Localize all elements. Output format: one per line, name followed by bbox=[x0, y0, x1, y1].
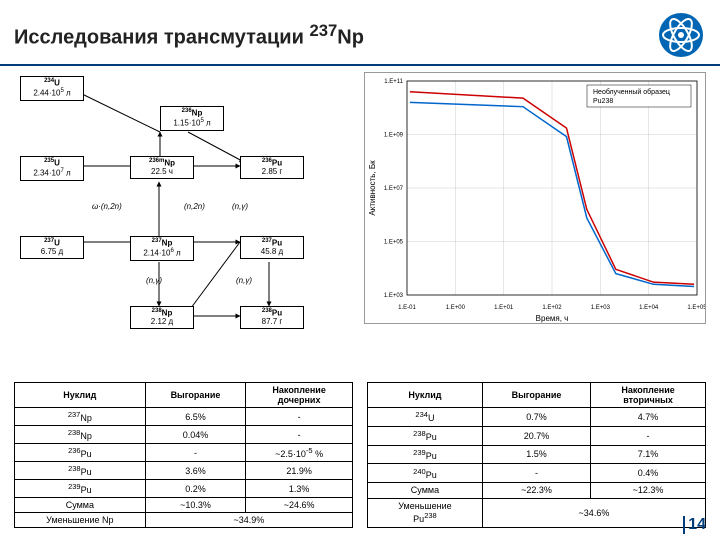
nuclide-pu238: 238Pu87.7 г bbox=[240, 306, 304, 329]
svg-text:1.E+05: 1.E+05 bbox=[384, 240, 404, 246]
svg-text:1.E+05: 1.E+05 bbox=[687, 305, 705, 311]
table-row: 237Np6.5%- bbox=[15, 408, 353, 426]
nuclide-u234: 234U2.44·105 л bbox=[20, 76, 84, 101]
edge-label: (n,γ) bbox=[236, 276, 252, 285]
svg-text:Время, ч: Время, ч bbox=[536, 314, 569, 323]
table-cell: 20.7% bbox=[482, 426, 590, 445]
col-header: Выгорание bbox=[145, 383, 246, 408]
table-row: 234U0.7%4.7% bbox=[368, 408, 706, 427]
table-cell: ~12.3% bbox=[591, 483, 706, 499]
table-cell: - bbox=[482, 464, 590, 483]
svg-text:1.E+00: 1.E+00 bbox=[446, 305, 466, 311]
transmutation-diagram: 234U2.44·105 л 236Np1.15·105 л 235U2.34·10… bbox=[14, 72, 334, 372]
table-cell: 239Pu bbox=[15, 480, 146, 498]
svg-text:Pu238: Pu238 bbox=[593, 98, 613, 105]
table-cell: - bbox=[246, 426, 353, 444]
table-cell: УменьшениеPu238 bbox=[368, 498, 483, 527]
table-cell: 239Pu bbox=[368, 445, 483, 464]
table-row: 239Pu1.5%7.1% bbox=[368, 445, 706, 464]
table-cell: 234U bbox=[368, 408, 483, 427]
table-row: Сумма~22.3%~12.3% bbox=[368, 483, 706, 499]
col-header: Выгорание bbox=[482, 383, 590, 408]
svg-text:Активность, Бк: Активность, Бк bbox=[368, 160, 377, 216]
table-cell: ~2.5·10-5 % bbox=[246, 444, 353, 462]
table-left: НуклидВыгораниеНакоплениедочерних237Np6.… bbox=[14, 382, 353, 528]
table-cell: 0.7% bbox=[482, 408, 590, 427]
table-right: НуклидВыгораниеНакоплениевторичных234U0.… bbox=[367, 382, 706, 528]
nuclide-u237: 237U6.75 д bbox=[20, 236, 84, 259]
svg-text:1.E+03: 1.E+03 bbox=[384, 293, 404, 299]
table-cell: Сумма bbox=[15, 498, 146, 513]
svg-text:1.E-01: 1.E-01 bbox=[398, 305, 416, 311]
nuclide-np237: 237Np2.14·106 л bbox=[130, 236, 194, 261]
table-cell: 0.2% bbox=[145, 480, 246, 498]
edge-label: (n,γ) bbox=[232, 202, 248, 211]
col-header: Нуклид bbox=[15, 383, 146, 408]
svg-text:1.E+03: 1.E+03 bbox=[591, 305, 611, 311]
table-cell: 240Pu bbox=[368, 464, 483, 483]
table-cell: 1.5% bbox=[482, 445, 590, 464]
table-cell: 1.3% bbox=[246, 480, 353, 498]
rosatom-logo bbox=[656, 10, 706, 60]
col-header: Накоплениевторичных bbox=[591, 383, 706, 408]
table-cell: ~24.6% bbox=[246, 498, 353, 513]
svg-text:1.E+09: 1.E+09 bbox=[384, 133, 404, 139]
svg-text:1.E+11: 1.E+11 bbox=[384, 79, 403, 85]
table-cell: 4.7% bbox=[591, 408, 706, 427]
edge-label: (n,2n) bbox=[184, 202, 205, 211]
table-cell: 0.4% bbox=[591, 464, 706, 483]
table-cell: 238Np bbox=[15, 426, 146, 444]
svg-text:1.E+02: 1.E+02 bbox=[542, 305, 562, 311]
table-row: 240Pu-0.4% bbox=[368, 464, 706, 483]
activity-chart: 1.E-01 1.E+00 1.E+01 1.E+02 1.E+03 1.E+04 1.E+… bbox=[364, 72, 706, 324]
table-row: Сумма~10.3%~24.6% bbox=[15, 498, 353, 513]
table-cell: Сумма bbox=[368, 483, 483, 499]
table-row: УменьшениеPu238~34.6% bbox=[368, 498, 706, 527]
table-cell: 0.04% bbox=[145, 426, 246, 444]
col-header: Накоплениедочерних bbox=[246, 383, 353, 408]
header: Исследования трансмутации 237Np bbox=[0, 0, 720, 66]
svg-text:Необлученный образец: Необлученный образец bbox=[593, 88, 670, 96]
table-cell: - bbox=[145, 444, 246, 462]
table-cell: - bbox=[246, 408, 353, 426]
page-title: Исследования трансмутации 237Np bbox=[14, 21, 656, 50]
svg-text:1.E+04: 1.E+04 bbox=[639, 305, 659, 311]
svg-text:1.E+07: 1.E+07 bbox=[384, 186, 404, 192]
table-row: Уменьшение Np~34.9% bbox=[15, 513, 353, 528]
table-cell: 236Pu bbox=[15, 444, 146, 462]
nuclide-np236m: 236mNp22.5 ч bbox=[130, 156, 194, 179]
table-row: 238Pu3.6%21.9% bbox=[15, 462, 353, 480]
table-cell: 238Pu bbox=[368, 426, 483, 445]
edge-label: (n,γ) bbox=[146, 276, 162, 285]
table-cell: 7.1% bbox=[591, 445, 706, 464]
svg-text:1.E+01: 1.E+01 bbox=[494, 305, 514, 311]
edge-label: ω·(n,2n) bbox=[92, 202, 122, 211]
table-row: 238Np0.04%- bbox=[15, 426, 353, 444]
table-cell: 6.5% bbox=[145, 408, 246, 426]
nuclide-pu237: 237Pu45.8 д bbox=[240, 236, 304, 259]
table-cell: ~34.9% bbox=[145, 513, 352, 528]
table-row: 239Pu0.2%1.3% bbox=[15, 480, 353, 498]
table-cell: 238Pu bbox=[15, 462, 146, 480]
table-row: 236Pu-~2.5·10-5 % bbox=[15, 444, 353, 462]
table-cell: ~22.3% bbox=[482, 483, 590, 499]
nuclide-u235: 235U2.34·107 л bbox=[20, 156, 84, 181]
page-number: 14 bbox=[683, 516, 706, 534]
table-cell: ~10.3% bbox=[145, 498, 246, 513]
table-cell: ~34.6% bbox=[482, 498, 705, 527]
tables-row: НуклидВыгораниеНакоплениедочерних237Np6.… bbox=[0, 382, 720, 528]
col-header: Нуклид bbox=[368, 383, 483, 408]
nuclide-np236: 236Np1.15·105 л bbox=[160, 106, 224, 131]
table-cell: - bbox=[591, 426, 706, 445]
table-cell: 3.6% bbox=[145, 462, 246, 480]
table-cell: 237Np bbox=[15, 408, 146, 426]
table-cell: Уменьшение Np bbox=[15, 513, 146, 528]
table-row: 238Pu20.7%- bbox=[368, 426, 706, 445]
nuclide-np238: 238Np2.12 д bbox=[130, 306, 194, 329]
nuclide-pu236: 236Pu2.85 г bbox=[240, 156, 304, 179]
table-cell: 21.9% bbox=[246, 462, 353, 480]
